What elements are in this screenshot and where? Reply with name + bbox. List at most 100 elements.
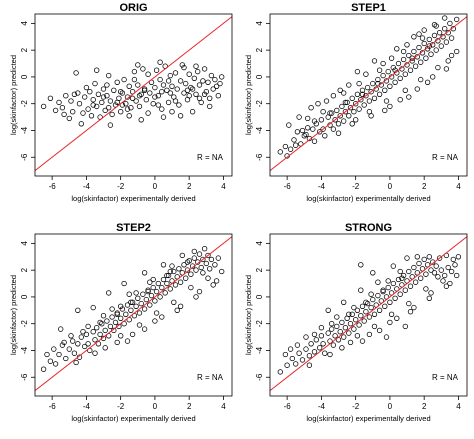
data-point (341, 334, 347, 340)
data-point (150, 276, 156, 283)
data-point (376, 67, 383, 73)
data-point (443, 283, 450, 289)
data-point (346, 82, 352, 88)
data-point (399, 275, 405, 281)
data-point (329, 321, 335, 327)
x-tick-label: -4 (83, 182, 91, 191)
data-point (423, 271, 429, 277)
data-point (159, 89, 165, 95)
data-point (305, 115, 311, 122)
y-tick-label: 4 (20, 241, 29, 246)
data-point (395, 276, 402, 283)
data-point (208, 256, 215, 263)
data-point (193, 91, 199, 97)
data-point (129, 299, 136, 305)
data-point (193, 63, 199, 69)
data-point (219, 268, 225, 275)
data-point (400, 272, 407, 279)
data-point (308, 341, 314, 347)
data-point (407, 309, 414, 315)
data-point (104, 93, 110, 99)
data-point (40, 366, 47, 372)
data-point (186, 93, 192, 99)
data-point (277, 149, 283, 155)
data-point (320, 341, 326, 347)
data-point (353, 317, 359, 323)
data-point (342, 99, 349, 106)
x-tick-label: 4 (456, 402, 461, 411)
data-point (287, 146, 294, 152)
data-point (402, 87, 408, 93)
data-point (73, 359, 79, 366)
data-point (445, 264, 451, 271)
data-point (287, 346, 294, 352)
data-point (59, 342, 66, 348)
data-point (70, 109, 76, 115)
data-point (438, 43, 444, 49)
data-point (421, 40, 427, 47)
data-point (387, 103, 393, 110)
data-point (85, 341, 91, 347)
y-tick-label: -2 (255, 100, 264, 108)
data-point (155, 102, 161, 108)
data-point (418, 59, 424, 65)
data-point (322, 133, 328, 139)
data-point (201, 66, 208, 72)
data-point (411, 48, 417, 55)
data-point (423, 286, 429, 292)
data-point (85, 106, 91, 112)
data-point (201, 246, 208, 252)
data-point (94, 103, 100, 110)
data-point (147, 279, 153, 285)
data-point (66, 115, 72, 122)
data-point (71, 91, 78, 97)
x-tick-label: 0 (153, 402, 158, 411)
data-point (318, 333, 325, 339)
data-point (83, 84, 90, 91)
y-tick-label: 0 (255, 74, 264, 79)
data-point (102, 345, 108, 351)
data-point (383, 98, 390, 104)
x-tick-label: -2 (117, 402, 125, 411)
data-point (337, 113, 343, 119)
x-tick-label: 4 (221, 402, 226, 411)
y-tick-label: 0 (255, 294, 264, 299)
data-point (188, 284, 194, 291)
data-point (150, 101, 156, 107)
reference-line (270, 236, 467, 392)
data-point (416, 31, 422, 37)
points-layer (277, 252, 462, 375)
data-point (102, 327, 108, 334)
data-point (351, 304, 357, 311)
x-tick-label: 2 (187, 402, 192, 411)
data-point (395, 60, 402, 67)
data-point (400, 48, 407, 55)
data-point (450, 256, 456, 263)
data-point (293, 361, 299, 367)
data-point (148, 292, 155, 299)
data-point (52, 107, 59, 114)
data-point (118, 315, 124, 321)
x-tick-label: -4 (83, 402, 91, 411)
data-point (447, 20, 453, 27)
data-point (186, 258, 192, 264)
data-point (334, 314, 340, 320)
data-point (346, 330, 352, 336)
data-point (177, 113, 184, 119)
data-point (189, 86, 196, 92)
data-point (157, 294, 163, 300)
data-point (106, 72, 112, 79)
data-point (95, 91, 102, 97)
data-point (56, 351, 62, 358)
data-point (375, 279, 381, 285)
data-point (114, 339, 120, 346)
data-point (380, 287, 386, 293)
data-point (341, 118, 347, 124)
data-point (99, 321, 105, 327)
data-point (90, 102, 96, 108)
data-point (109, 306, 115, 312)
x-tick-label: 4 (456, 182, 461, 191)
data-point (337, 329, 343, 335)
data-point (196, 251, 203, 257)
data-point (308, 105, 314, 111)
